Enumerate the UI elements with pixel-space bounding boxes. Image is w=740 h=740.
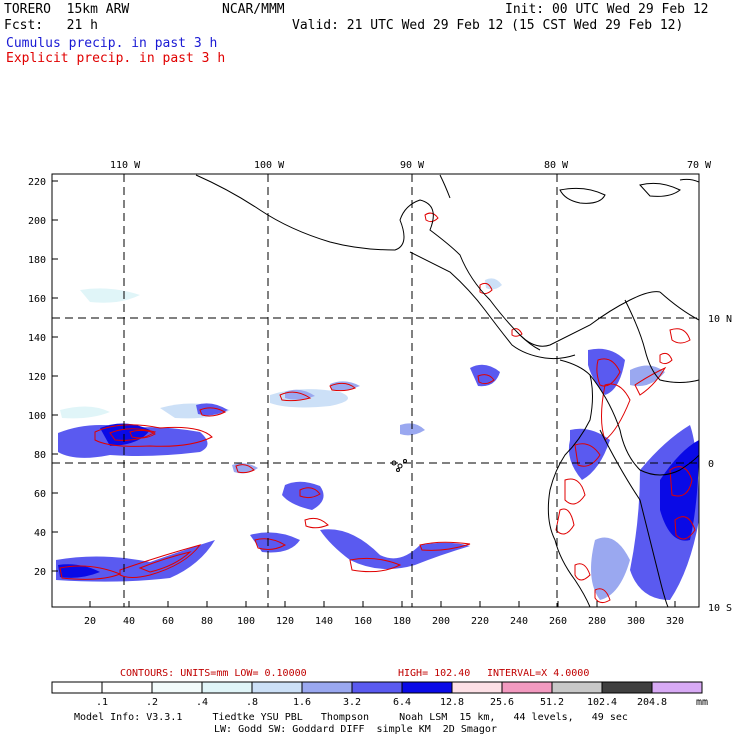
coastlines xyxy=(195,174,699,607)
lon-labels: 110 W 100 W 90 W 80 W 70 W xyxy=(110,160,712,171)
model-info: Model Info: V3.3.1 Tiedtke YSU PBL Thomp… xyxy=(74,712,628,723)
physics-info: LW: Godd SW: Goddard DIFF simple KM 2D S… xyxy=(214,724,497,735)
legend-level: 3.2 xyxy=(343,697,361,708)
y-tick-label: 160 xyxy=(28,294,46,305)
legend-level: 204.8 xyxy=(637,697,667,708)
galapagos-islands xyxy=(391,459,407,472)
model-title: TORERO 15km ARW xyxy=(4,2,130,17)
lon-label: 80 W xyxy=(544,160,569,171)
lon-label: 90 W xyxy=(400,160,425,171)
legend-levels: .1 .2 .4 .8 1.6 3.2 6.4 12.8 25.6 51.2 1… xyxy=(96,697,708,708)
field-cumulus-label: Cumulus precip. in past 3 h xyxy=(6,36,218,51)
contour-info: CONTOURS: UNITS=mm LOW= 0.10000 HIGH= 10… xyxy=(120,668,589,679)
lat-labels: 10 N 0 10 S xyxy=(708,314,732,614)
y-tick-label: 40 xyxy=(34,528,46,539)
y-tick-label: 180 xyxy=(28,255,46,266)
legend-level: 51.2 xyxy=(540,697,564,708)
x-tick-label: 220 xyxy=(471,616,489,627)
lon-label: 100 W xyxy=(254,160,285,171)
contour-units: CONTOURS: UNITS=mm LOW= 0.10000 xyxy=(120,668,307,679)
x-tick-label: 320 xyxy=(666,616,684,627)
x-tick-label: 140 xyxy=(315,616,333,627)
y-tick-label: 140 xyxy=(28,333,46,344)
y-tick-label: 20 xyxy=(34,567,46,578)
legend-unit: mm xyxy=(696,697,708,708)
x-tick-label: 240 xyxy=(510,616,528,627)
cumulus-shading xyxy=(56,278,699,600)
contour-interval: INTERVAL=X 4.0000 xyxy=(487,668,589,679)
lat-label: 10 N xyxy=(708,314,732,325)
legend-colorbar xyxy=(51,681,703,694)
x-tick-label: 160 xyxy=(354,616,372,627)
legend-level: 102.4 xyxy=(587,697,617,708)
x-tick-label: 120 xyxy=(276,616,294,627)
y-tick-label: 60 xyxy=(34,489,46,500)
x-tick-label: 80 xyxy=(201,616,213,627)
y-tick-label: 200 xyxy=(28,216,46,227)
y-tick-label: 100 xyxy=(28,411,46,422)
y-tick-label: 220 xyxy=(28,177,46,188)
lat-lon-grid xyxy=(52,174,699,607)
forecast-hour: Fcst: 21 h xyxy=(4,18,98,33)
legend-level: 6.4 xyxy=(393,697,411,708)
map-frame xyxy=(51,173,700,608)
init-time: Init: 00 UTC Wed 29 Feb 12 xyxy=(505,2,709,17)
x-tick-label: 300 xyxy=(627,616,645,627)
y-tick-label: 120 xyxy=(28,372,46,383)
lon-label: 110 W xyxy=(110,160,141,171)
x-tick-label: 60 xyxy=(162,616,174,627)
contour-high: HIGH= 102.40 xyxy=(398,668,470,679)
legend-level: 12.8 xyxy=(440,697,464,708)
legend-level: .4 xyxy=(196,697,208,708)
x-tick-label: 260 xyxy=(549,616,567,627)
legend-level: .1 xyxy=(96,697,108,708)
x-tick-label: 200 xyxy=(432,616,450,627)
x-tick-labels: 20 40 60 80 100 120 140 160 180 200 220 … xyxy=(84,616,684,627)
x-tick-label: 20 xyxy=(84,616,96,627)
legend-level: 1.6 xyxy=(293,697,311,708)
org-label: NCAR/MMM xyxy=(222,2,285,17)
lon-label: 70 W xyxy=(687,160,712,171)
x-tick-label: 180 xyxy=(393,616,411,627)
lat-label: 10 S xyxy=(708,603,732,614)
legend-level: 25.6 xyxy=(490,697,514,708)
field-explicit-label: Explicit precip. in past 3 h xyxy=(6,51,226,66)
x-tick-label: 100 xyxy=(237,616,255,627)
x-tick-label: 280 xyxy=(588,616,606,627)
y-tick-labels: 220 200 180 160 140 120 100 80 60 40 20 xyxy=(28,177,46,578)
lat-label: 0 xyxy=(708,459,714,470)
axis-ticks xyxy=(52,180,676,607)
x-tick-label: 40 xyxy=(123,616,135,627)
y-tick-label: 80 xyxy=(34,450,46,461)
legend-level: .2 xyxy=(146,697,158,708)
valid-time: Valid: 21 UTC Wed 29 Feb 12 (15 CST Wed … xyxy=(292,18,684,33)
legend-level: .8 xyxy=(246,697,258,708)
